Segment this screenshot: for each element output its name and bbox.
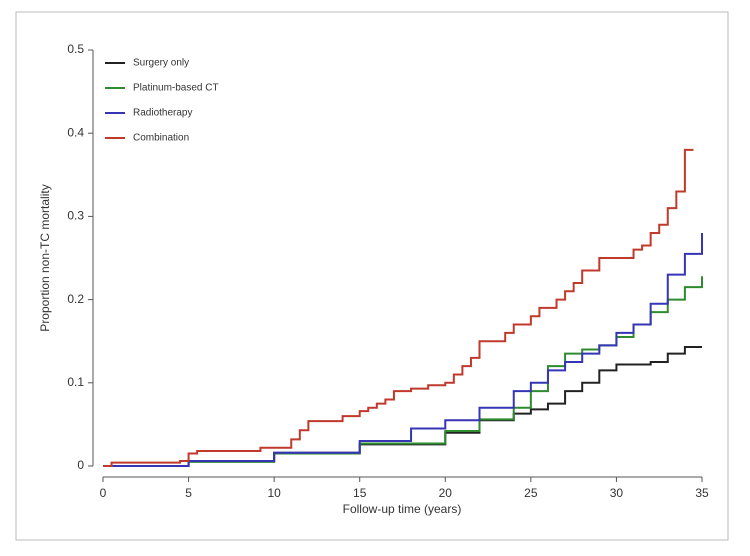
legend-label: Combination (133, 133, 189, 144)
x-tick-label: 15 (353, 486, 367, 500)
x-tick-label: 0 (100, 486, 107, 500)
y-tick-label: 0.2 (67, 292, 84, 306)
y-tick-label: 0 (77, 458, 84, 472)
x-tick-label: 20 (439, 486, 453, 500)
y-tick-label: 0.5 (67, 42, 84, 56)
y-tick-label: 0.1 (67, 375, 84, 389)
legend-label: Platinum-based CT (133, 83, 219, 94)
x-tick-label: 25 (524, 486, 538, 500)
series-line (103, 148, 694, 467)
legend-label: Surgery only (133, 58, 189, 69)
x-tick-label: 30 (610, 486, 624, 500)
x-tick-label: 35 (695, 486, 709, 500)
y-tick-label: 0.3 (67, 209, 84, 223)
x-axis-label: Follow-up time (years) (343, 502, 462, 516)
frame (15, 11, 729, 541)
y-axis-label: Proportion non-TC mortality (38, 184, 52, 331)
x-tick-label: 5 (185, 486, 192, 500)
legend-label: Radiotherapy (133, 108, 192, 119)
y-tick-label: 0.4 (67, 125, 84, 139)
x-tick-label: 10 (267, 486, 281, 500)
series-line (103, 233, 703, 467)
